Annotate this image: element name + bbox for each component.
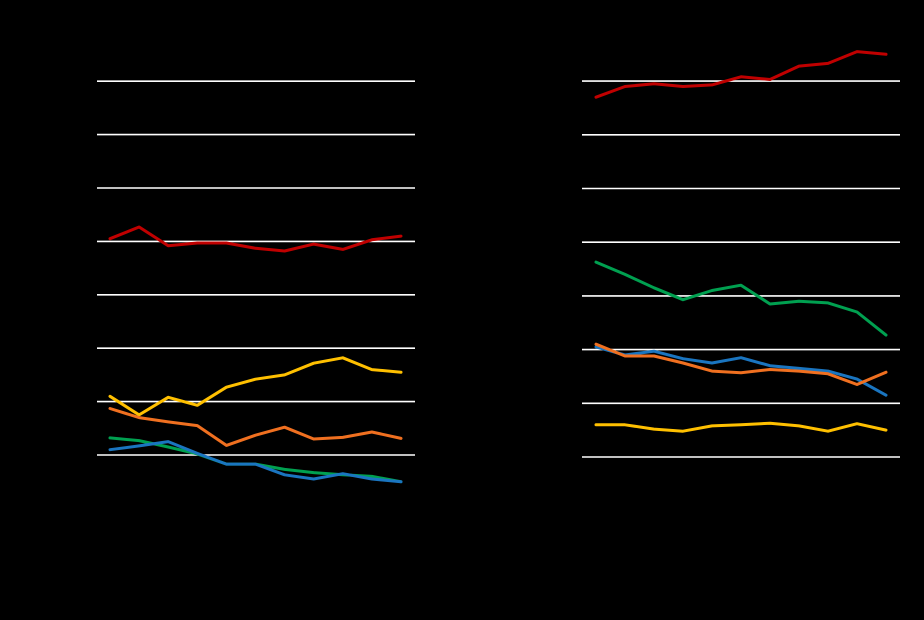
series-line-3 bbox=[108, 407, 403, 447]
gridlines bbox=[582, 80, 900, 458]
chart-panel-1 bbox=[97, 80, 415, 484]
gridlines bbox=[97, 80, 415, 456]
chart-panel-2 bbox=[582, 50, 900, 458]
series-line-2 bbox=[594, 260, 888, 337]
series-line-3 bbox=[594, 345, 888, 397]
series-line-2 bbox=[108, 356, 403, 417]
series-line-1 bbox=[594, 50, 888, 99]
series-line-1 bbox=[108, 225, 403, 253]
series-line-4 bbox=[594, 342, 888, 386]
series-line-5 bbox=[108, 440, 403, 484]
series-line-5 bbox=[594, 421, 888, 433]
